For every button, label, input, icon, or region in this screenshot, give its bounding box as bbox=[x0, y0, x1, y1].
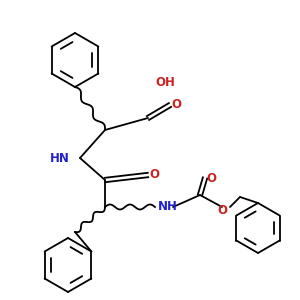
Text: OH: OH bbox=[155, 76, 175, 88]
Text: O: O bbox=[149, 169, 159, 182]
Text: O: O bbox=[217, 204, 227, 217]
Text: O: O bbox=[171, 98, 181, 112]
Text: NH: NH bbox=[158, 200, 178, 214]
Text: HN: HN bbox=[50, 152, 70, 164]
Text: O: O bbox=[206, 172, 216, 184]
